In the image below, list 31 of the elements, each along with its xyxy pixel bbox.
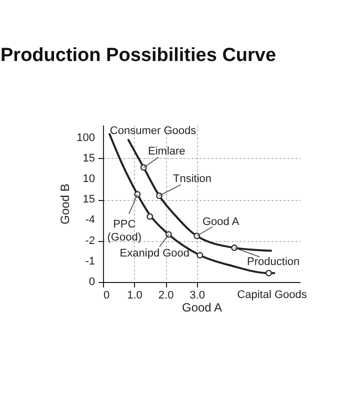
annotation: Good A [202, 216, 240, 228]
point [265, 270, 272, 276]
point [156, 192, 163, 200]
annotation: PPC (Good) [107, 218, 142, 244]
annotation: Tnsition [173, 172, 212, 185]
x-tick-label: 0 [104, 290, 110, 302]
x-axis-title: Good A [182, 300, 222, 314]
point [146, 213, 154, 220]
text: Capital Goods [237, 289, 308, 301]
y-axis-title: Good B [58, 184, 72, 224]
text: -4 [85, 214, 95, 226]
x-tick-label: 3.0 [190, 290, 205, 302]
annotation: Production [247, 256, 300, 268]
point [165, 231, 172, 238]
text: -1 [85, 255, 95, 268]
annotation: Exanipd Good [120, 247, 190, 260]
text: 10 [82, 173, 95, 186]
text: 15 [82, 194, 95, 206]
point [231, 244, 238, 252]
point [140, 164, 147, 171]
x-tick-label: 2.0 [158, 290, 174, 302]
point [196, 252, 204, 258]
point [194, 232, 200, 240]
annotation: Consumer Goods [110, 125, 197, 137]
text: 100 [76, 132, 95, 144]
chart-title: Production Possibilities Curve [0, 45, 276, 66]
annotation: Eimlare [148, 146, 186, 158]
x-tick-label: 1.0 [127, 290, 142, 302]
text: -2 [85, 234, 95, 247]
text: 0 [88, 276, 95, 288]
text: 15 [82, 152, 95, 164]
